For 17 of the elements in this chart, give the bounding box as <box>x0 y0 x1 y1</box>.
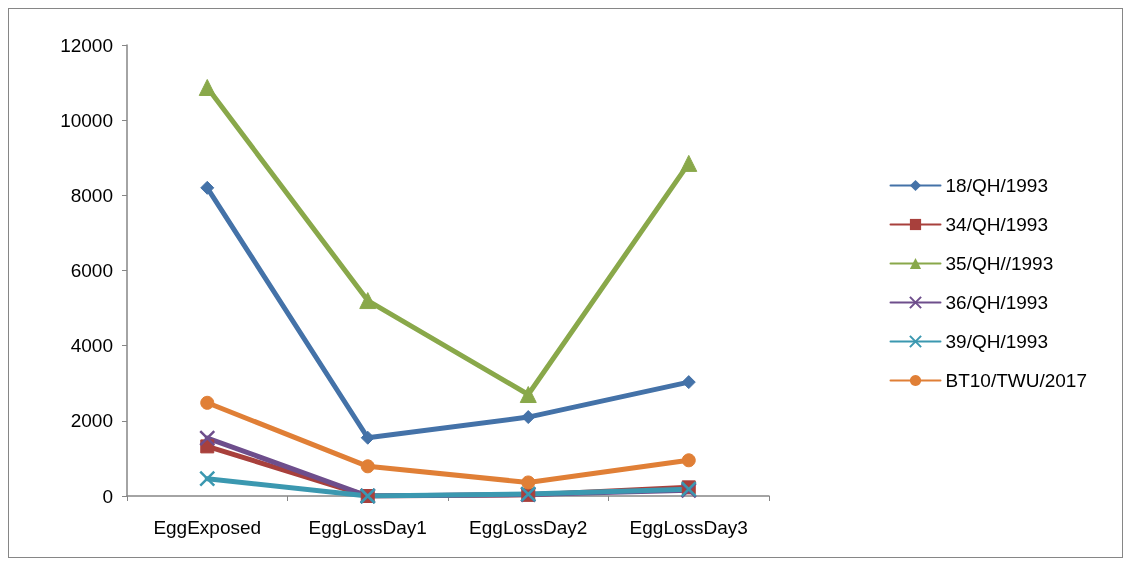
legend-label: 18/QH/1993 <box>945 175 1048 196</box>
x-tick-label: EggLossDay2 <box>469 517 588 538</box>
y-tick-label: 8000 <box>70 184 113 206</box>
legend-label: 35/QH//1993 <box>945 253 1054 274</box>
x-tick-label: EggLossDay3 <box>629 517 748 538</box>
legend-label: 39/QH/1993 <box>945 331 1048 352</box>
y-tick-label: 4000 <box>70 335 113 357</box>
legend-label: BT10/TWU/2017 <box>945 370 1087 391</box>
y-tick-label: 2000 <box>70 410 113 432</box>
x-tick-label: EggLossDay1 <box>308 517 427 538</box>
y-tick-label: 6000 <box>70 260 113 281</box>
legend-label: 34/QH/1993 <box>945 214 1048 235</box>
x-tick-label: EggExposed <box>153 517 262 538</box>
y-tick-label: 10000 <box>60 109 113 131</box>
y-tick-label: 0 <box>102 485 113 507</box>
legend-label: 36/QH/1993 <box>945 292 1048 313</box>
y-tick-label: 12000 <box>60 34 113 56</box>
